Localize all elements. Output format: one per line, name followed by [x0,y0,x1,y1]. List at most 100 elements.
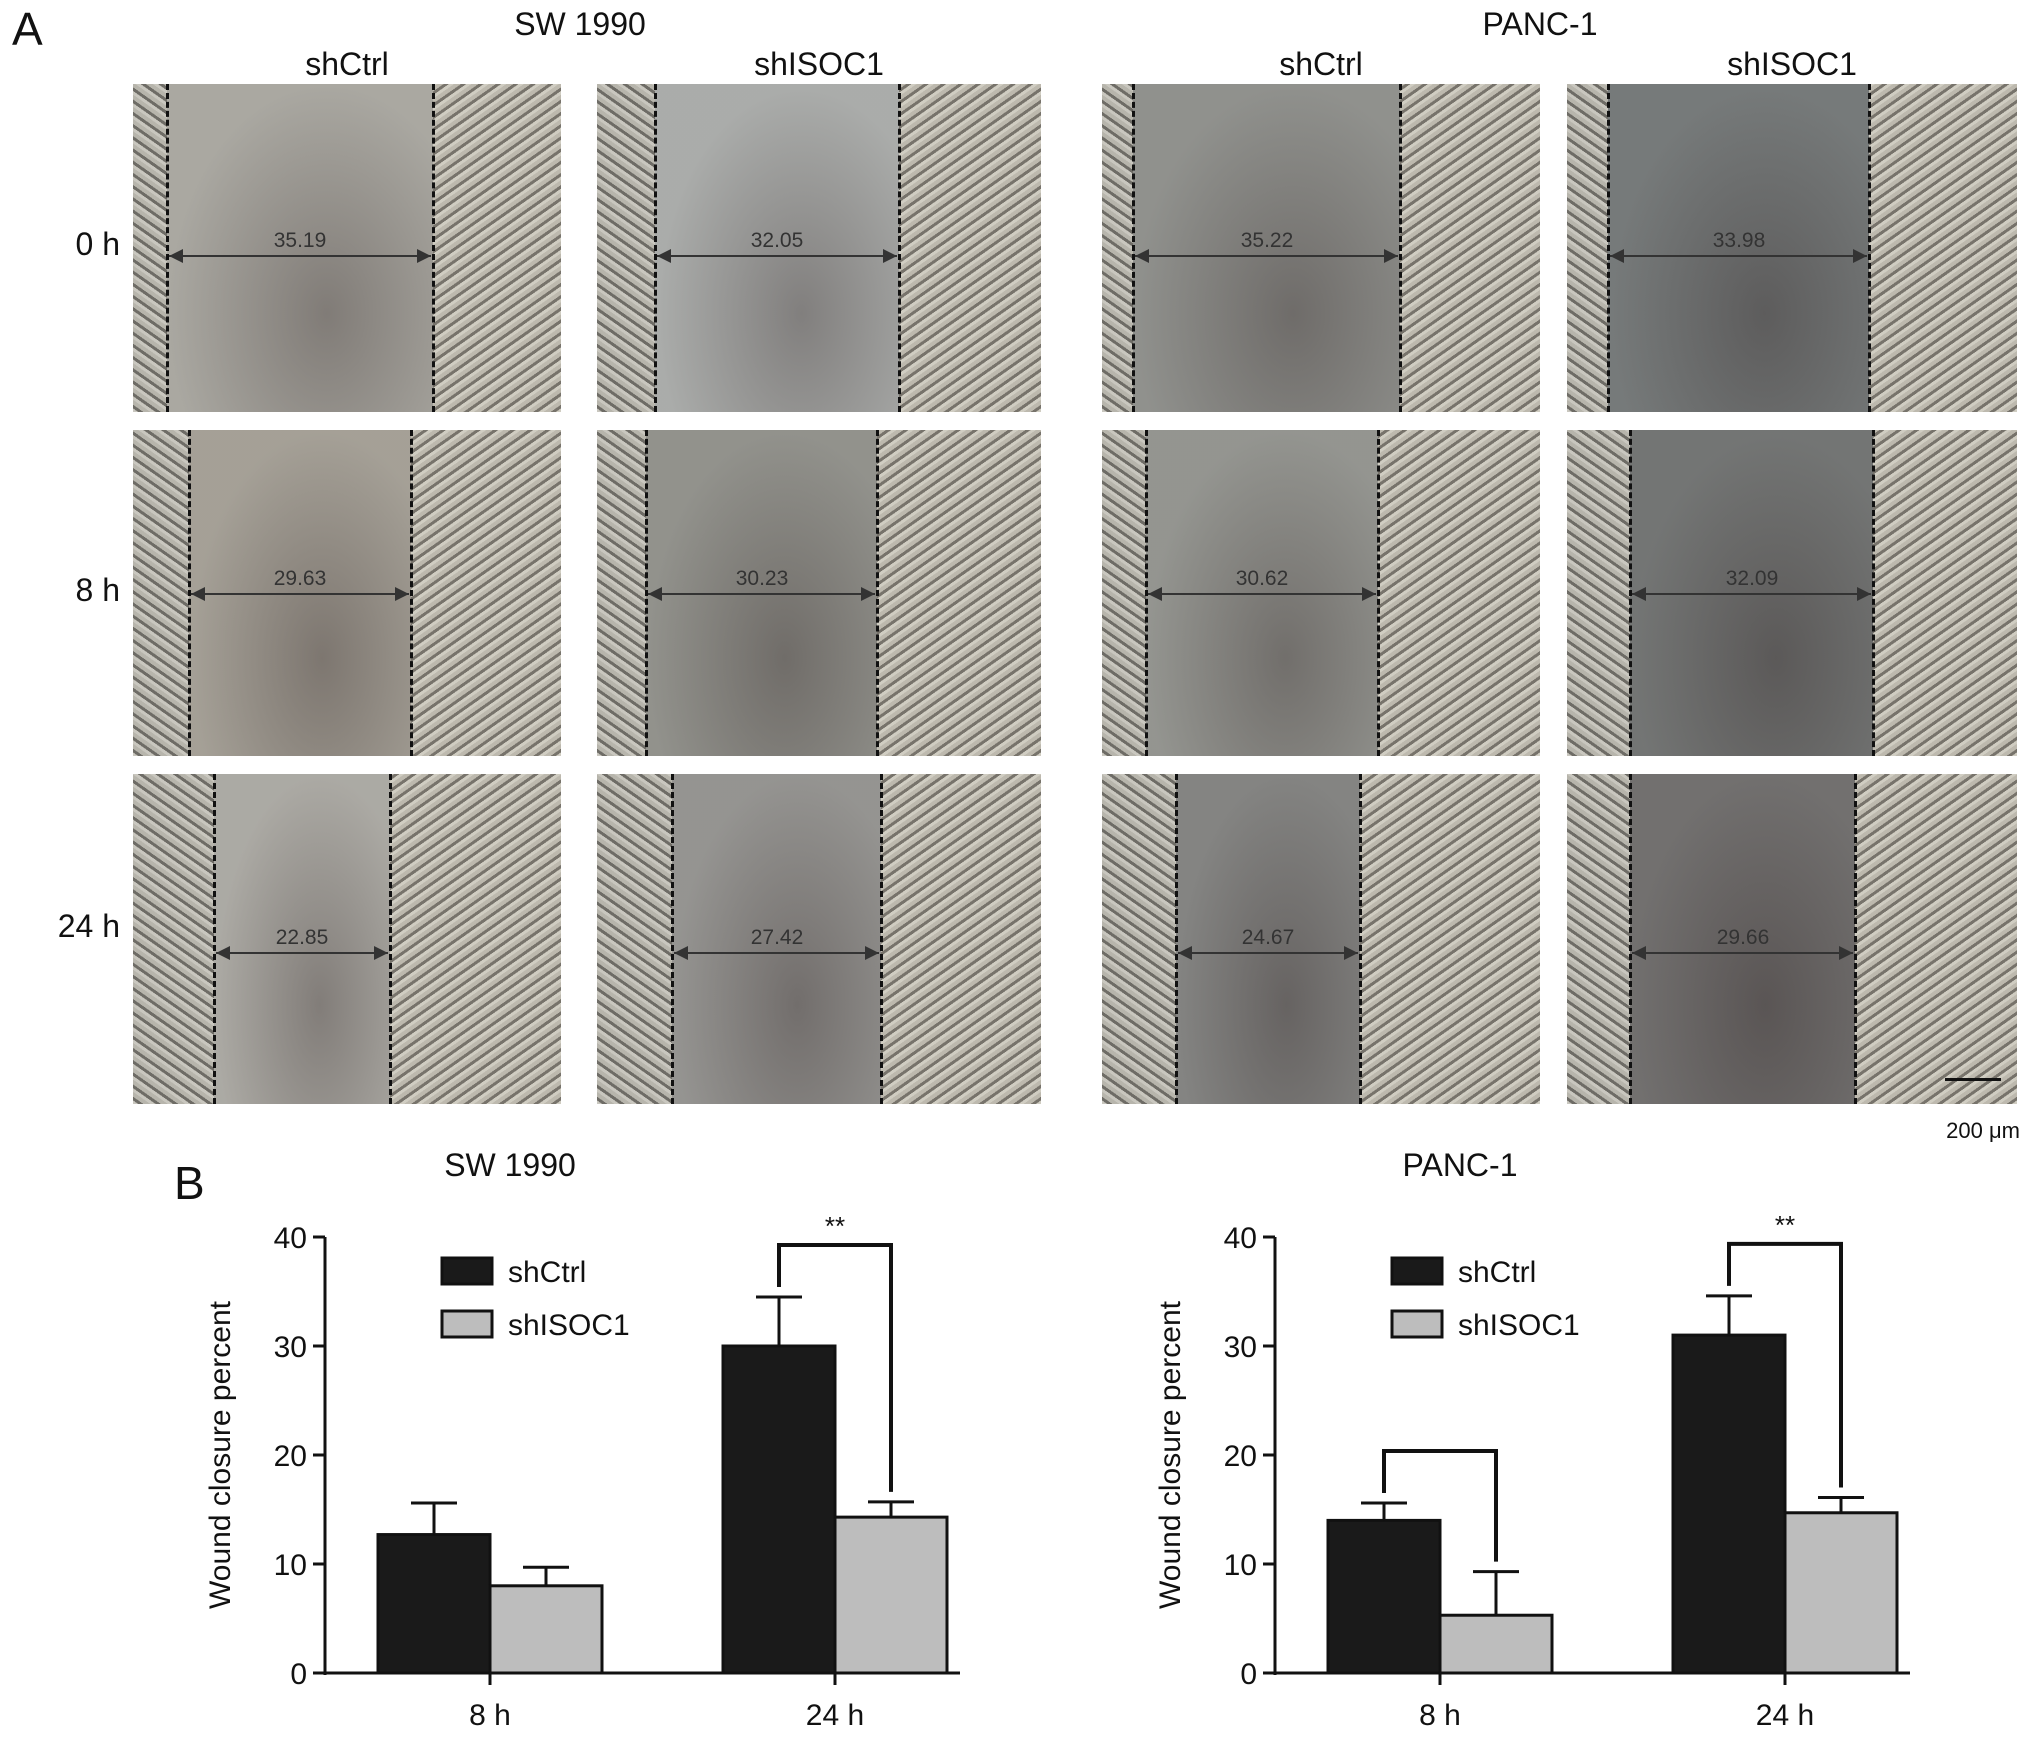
wound-edge-line [1872,430,1875,756]
wound-width-arrow [657,249,897,263]
row-label-24h: 24 h [57,908,120,944]
wound-width-value: 33.98 [1712,229,1766,252]
wound-edge-line [188,430,191,756]
wound-edge-line [1629,430,1632,756]
wound-edge-line [876,430,879,756]
wound-width-value: 35.22 [1240,229,1294,252]
y-tick-label: 40 [274,1222,307,1255]
x-tick-label: 8 h [469,1699,511,1732]
panel-letter-b: B [174,1157,205,1209]
y-tick-label: 10 [1224,1549,1257,1582]
wound-width-arrow [1632,587,1871,601]
y-tick-label: 0 [1240,1658,1257,1691]
wound-width-arrow [1610,249,1867,263]
column-label-panc1-shctrl: shCtrl [1279,46,1363,82]
cell-line-title-sw1990: SW 1990 [514,6,646,42]
wound-edge-line [1145,430,1148,756]
y-tick-label: 0 [290,1658,307,1691]
wound-edge-line [1629,774,1632,1104]
wound-width-value: 32.05 [750,229,804,252]
legend-label: shISOC1 [1458,1309,1580,1342]
bar-shisoc1-8h [1438,1613,1554,1675]
legend-label: shCtrl [508,1256,586,1289]
x-tick-label: 24 h [1756,1699,1814,1732]
wound-width-value: 24.67 [1241,926,1295,949]
y-tick-label: 40 [1224,1222,1257,1255]
wound-edge-line [410,430,413,756]
scale-bar-label: 200 μm [1946,1118,2020,1143]
wound-edge-line [389,774,392,1104]
wound-width-value: 35.19 [273,229,327,252]
wound-edge-line [432,84,435,412]
bar-shisoc1-24h [1783,1511,1899,1675]
wound-width-value: 32.09 [1725,567,1779,590]
significance-bracket [1727,1241,1843,1488]
micrograph-tile: 30.23 [597,430,1041,756]
significance-marker: ** [1775,1210,1795,1240]
column-label-sw1990-shisoc1: shISOC1 [754,46,884,82]
wound-width-arrow [1178,946,1358,960]
bar-chart-panc1: PANC-1 Wound closure percent 0 10 20 30 40 8 h 2… [1154,1147,1910,1732]
wound-width-value: 29.66 [1716,926,1770,949]
column-label-panc1-shisoc1: shISOC1 [1727,46,1857,82]
panel-letter-a: A [12,3,43,55]
row-label-8h: 8 h [75,572,120,608]
wound-edge-line [1359,774,1362,1104]
cell-line-title-panc1: PANC-1 [1482,6,1598,42]
y-tick-label: 20 [274,1440,307,1473]
wound-edge-line [1854,774,1857,1104]
chart-title: PANC-1 [1403,1147,1518,1183]
micrograph-tile: 33.98 [1567,84,2017,412]
legend-swatch [1390,1309,1444,1339]
wound-edge-line [1132,84,1135,412]
wound-edge-line [898,84,901,412]
wound-width-arrow [1632,946,1853,960]
micrograph-tile: 32.09 [1567,430,2017,756]
bar-shisoc1-8h [488,1584,604,1675]
wound-width-arrow [648,587,875,601]
chart-title: SW 1990 [444,1147,576,1183]
wound-edge-line [1399,84,1402,412]
significance-bracket [777,1242,893,1492]
wound-width-value: 30.62 [1235,567,1289,590]
micrograph-tile: 35.22 [1102,84,1540,412]
wound-width-value: 29.63 [273,567,327,590]
bar-shctrl-8h [376,1533,492,1675]
bar-shctrl-24h [1671,1333,1787,1675]
wound-edge-line [1377,430,1380,756]
bar-shctrl-8h [1326,1518,1442,1675]
y-tick-label: 30 [274,1331,307,1364]
wound-width-value: 30.23 [735,567,789,590]
y-axis-label: Wound closure percent [1154,1300,1187,1609]
wound-width-arrow [1135,249,1398,263]
micrograph-tile: 30.62 [1102,430,1540,756]
wound-edge-line [880,774,883,1104]
wound-width-value: 27.42 [750,926,804,949]
y-tick-label: 10 [274,1549,307,1582]
wound-width-arrow [216,946,388,960]
bar-shctrl-24h [721,1344,837,1675]
micrograph-tile: 35.19 [133,84,561,412]
bar-chart-sw1990: SW 1990 Wound closure percent 0 10 20 30 40 8 h… [204,1147,960,1732]
x-tick-label: 24 h [806,1699,864,1732]
wound-width-arrow [1148,587,1376,601]
wound-edge-line [671,774,674,1104]
wound-edge-line [213,774,216,1104]
wound-width-arrow [674,946,879,960]
wound-edge-line [1868,84,1871,412]
wound-edge-line [1607,84,1610,412]
row-label-0h: 0 h [75,226,120,262]
wound-width-value: 22.85 [275,926,329,949]
wound-width-arrow [169,249,431,263]
micrograph-tile: 27.42 [597,774,1041,1104]
wound-edge-line [166,84,169,412]
y-tick-label: 20 [1224,1440,1257,1473]
legend-swatch [1390,1256,1444,1286]
wound-edge-line [1175,774,1178,1104]
bar-shisoc1-24h [833,1515,949,1675]
wound-edge-line [654,84,657,412]
legend-swatch [440,1309,494,1339]
micrograph-tile: 29.66 [1567,774,2017,1104]
legend-label: shISOC1 [508,1309,630,1342]
legend-label: shCtrl [1458,1256,1536,1289]
